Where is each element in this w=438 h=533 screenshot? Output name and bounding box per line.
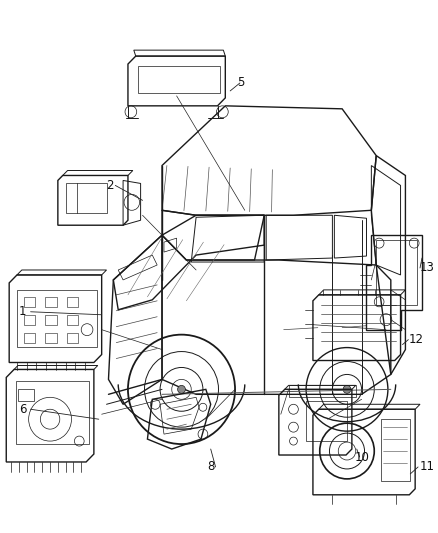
Text: 13: 13: [420, 262, 435, 274]
Text: 2: 2: [106, 179, 114, 192]
Circle shape: [343, 385, 351, 393]
Text: 8: 8: [207, 461, 214, 473]
Text: 5: 5: [237, 76, 244, 90]
Text: 10: 10: [355, 450, 370, 464]
Text: 1: 1: [19, 305, 26, 318]
Circle shape: [177, 385, 185, 393]
Text: 11: 11: [420, 461, 435, 473]
Text: 6: 6: [19, 403, 26, 416]
Text: 12: 12: [408, 333, 424, 346]
